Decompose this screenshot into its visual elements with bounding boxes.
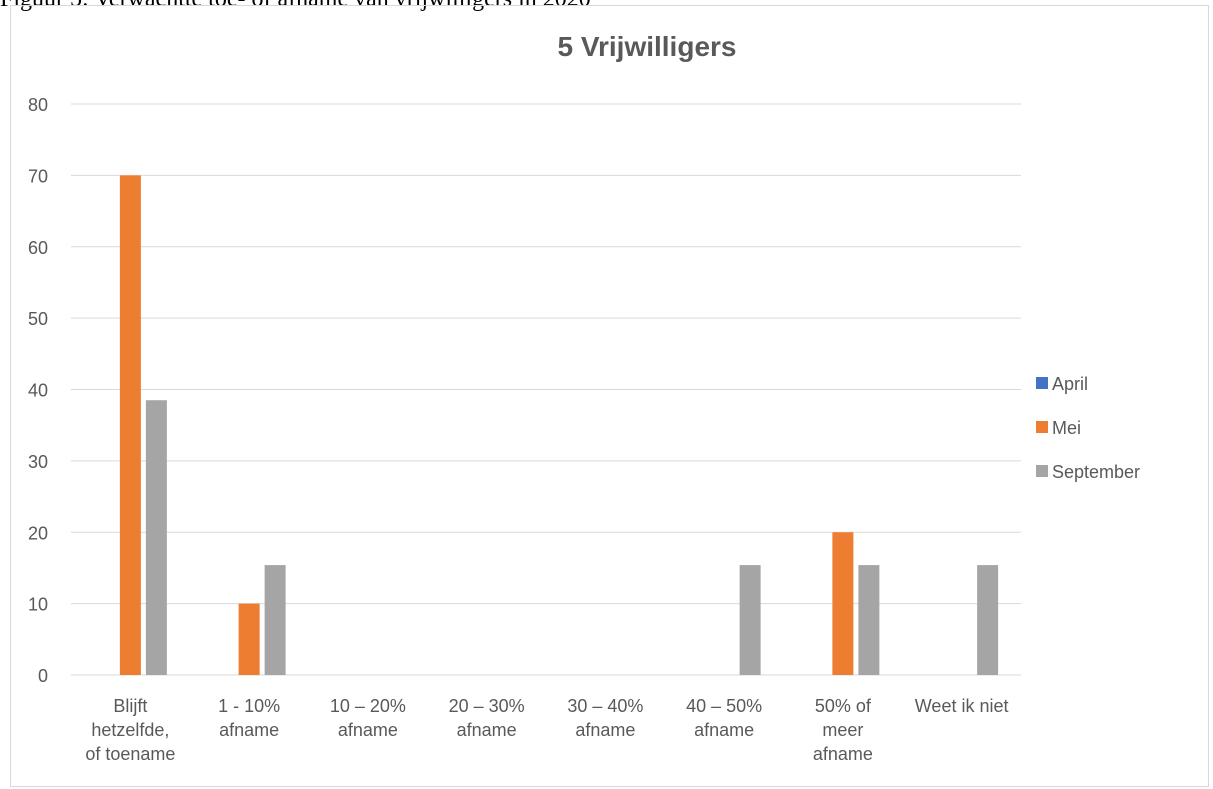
- bar-september: [145, 400, 167, 675]
- bar-mei: [832, 532, 854, 675]
- y-tick-label: 40: [28, 381, 48, 401]
- chart-title: 5 Vrijwilligers: [558, 31, 737, 62]
- bars: [119, 175, 999, 675]
- y-tick-label: 10: [28, 595, 48, 615]
- x-axis-ticks: Blijft hetzelfde, of toename 1 - 10% afname 1…: [85, 696, 1008, 764]
- legend-swatch-september: [1036, 465, 1048, 477]
- legend-swatch-mei: [1036, 421, 1048, 433]
- x-tick-label: Weet ik niet: [915, 696, 1009, 716]
- x-tick-label: 50% of meer afname: [813, 696, 873, 764]
- y-tick-label: 60: [28, 238, 48, 258]
- x-tick-label: 1 - 10% afname: [218, 696, 280, 740]
- legend-label-mei: Mei: [1052, 418, 1081, 438]
- x-tick-label: 20 – 30% afname: [449, 696, 525, 740]
- y-tick-label: 20: [28, 523, 48, 543]
- y-tick-label: 70: [28, 166, 48, 186]
- y-tick-label: 0: [38, 666, 48, 686]
- x-tick-label: 40 – 50% afname: [686, 696, 762, 740]
- bar-september: [264, 565, 286, 675]
- y-tick-label: 80: [28, 95, 48, 115]
- bar-mei: [238, 603, 260, 675]
- legend-label-april: April: [1052, 374, 1088, 394]
- figure-caption: Figuur 5: Verwachtte toe- of afname van …: [0, 0, 591, 13]
- x-tick-label: Blijft hetzelfde, of toename: [85, 696, 175, 764]
- bar-september: [858, 565, 880, 675]
- x-tick-label: 10 – 20% afname: [330, 696, 406, 740]
- legend-label-september: September: [1052, 462, 1140, 482]
- bar-september: [739, 565, 761, 675]
- legend-swatch-april: [1036, 377, 1048, 389]
- y-axis-ticks: 0 10 20 30 40 50 60 70 80: [28, 95, 48, 686]
- chart-frame: [10, 5, 1209, 787]
- legend: April Mei September: [1036, 374, 1140, 482]
- bar-september: [977, 565, 999, 675]
- x-tick-label: 30 – 40% afname: [567, 696, 643, 740]
- gridlines: [71, 103, 1021, 676]
- y-tick-label: 30: [28, 452, 48, 472]
- bar-mei: [119, 175, 141, 675]
- y-tick-label: 50: [28, 309, 48, 329]
